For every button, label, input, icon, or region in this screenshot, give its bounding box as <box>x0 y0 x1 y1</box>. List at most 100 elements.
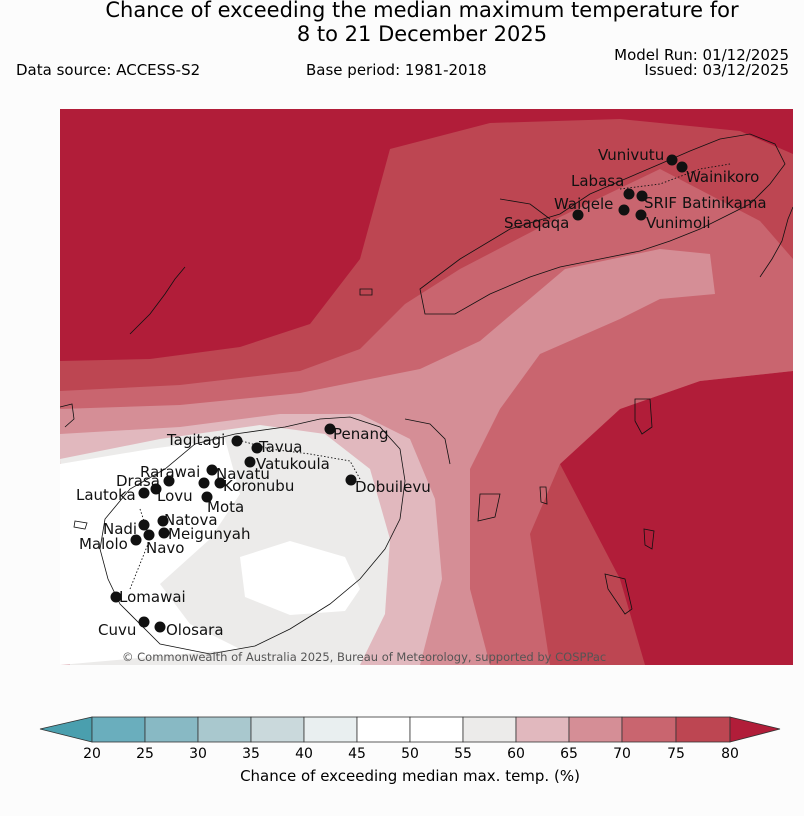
colorbar-segment <box>250 716 305 743</box>
station-marker[interactable] <box>676 161 688 173</box>
colorbar-segment <box>356 716 411 743</box>
tick-label: 55 <box>454 746 472 762</box>
tick-label: 25 <box>136 746 154 762</box>
model-run: Model Run: 01/12/2025 <box>614 46 789 64</box>
islet-centre <box>359 288 373 296</box>
islet-small-1 <box>539 486 548 505</box>
station-marker[interactable] <box>163 475 175 487</box>
station-label: SRIF <box>644 194 677 212</box>
issued-date: Issued: 03/12/2025 <box>644 61 789 79</box>
district-boundaries <box>129 163 731 590</box>
station-label: Nadi <box>103 520 137 538</box>
station-marker[interactable] <box>244 456 256 468</box>
taveuni-coast <box>759 206 793 278</box>
station-marker[interactable] <box>635 209 647 221</box>
station-label: Malolo <box>79 535 128 553</box>
station-marker[interactable] <box>198 477 210 489</box>
station-label: Navo <box>146 539 184 557</box>
colorbar-title: Chance of exceeding median max. temp. (%… <box>240 767 580 785</box>
tick-label: 35 <box>242 746 260 762</box>
station-label: Tavua <box>258 438 302 456</box>
station-marker[interactable] <box>251 442 263 454</box>
colorbar-segment <box>303 716 358 743</box>
station-label: Lovu <box>157 487 193 505</box>
station-label: Labasa <box>571 172 624 190</box>
station-marker[interactable] <box>150 483 162 495</box>
station-marker[interactable] <box>201 491 213 503</box>
colorbar-segment <box>675 716 731 743</box>
islet-south-2 <box>604 573 633 615</box>
colorbar-segment <box>144 716 199 743</box>
colorbar-segment <box>409 716 464 743</box>
coastlines <box>60 133 793 655</box>
colorbar-ticks: 20 25 30 35 40 45 50 55 60 65 70 75 80 <box>83 746 739 762</box>
station-marker[interactable] <box>157 515 169 527</box>
station-label: Drasa <box>116 472 160 490</box>
viti-levu-coast <box>99 416 406 655</box>
station-label: Batinikama <box>682 194 767 212</box>
station-marker[interactable] <box>214 477 226 489</box>
tick-label: 30 <box>189 746 207 762</box>
tick-label: 65 <box>560 746 578 762</box>
station-marker[interactable] <box>666 154 678 166</box>
station-label: Navatu <box>216 465 270 483</box>
band-50-55-centre <box>240 541 360 615</box>
tick-label: 45 <box>348 746 366 762</box>
station-marker[interactable] <box>636 190 648 202</box>
district-boundary-vanua <box>619 163 731 190</box>
station-label: Mota <box>207 498 244 516</box>
station-marker[interactable] <box>623 188 635 200</box>
station-label: Dobuilevu <box>355 478 431 496</box>
station-label: Wainikoro <box>686 168 759 186</box>
station-label: Waiqele <box>554 195 613 213</box>
station-label: Vunimoli <box>646 214 711 232</box>
station-marker[interactable] <box>130 534 142 546</box>
band-above-80-east <box>560 371 793 665</box>
station-label: Meigunyah <box>168 525 250 543</box>
station-marker[interactable] <box>345 474 357 486</box>
station-label: Vunivutu <box>598 146 664 164</box>
data-source: Data source: ACCESS-S2 <box>16 61 201 79</box>
colorbar-segment <box>515 716 570 743</box>
colorbar-legend: 20 25 30 35 40 45 50 55 60 65 70 75 80 C… <box>39 716 781 785</box>
band-above-80-north <box>60 109 793 361</box>
colorbar-segment <box>91 716 146 743</box>
station-label: Olosara <box>166 621 224 639</box>
islet-south-1 <box>477 493 501 522</box>
station-marker[interactable] <box>138 487 150 499</box>
station-marker[interactable] <box>138 616 150 628</box>
colorbar-extend-high <box>729 716 781 743</box>
islet-small-3 <box>73 520 88 530</box>
west-islet-coast <box>60 403 75 428</box>
station-label: Lomawai <box>119 588 186 606</box>
tick-label: 70 <box>613 746 631 762</box>
station-marker[interactable] <box>324 423 336 435</box>
colorbar-segment <box>568 716 623 743</box>
tick-label: 75 <box>667 746 685 762</box>
station-marker[interactable] <box>231 435 243 447</box>
tick-label: 20 <box>83 746 101 762</box>
title-line-2: 8 to 21 December 2025 <box>296 22 548 46</box>
station-label: Koronubu <box>223 477 294 495</box>
station-marker[interactable] <box>572 209 584 221</box>
station-label: Cuvu <box>98 621 136 639</box>
station-label: Vatukoula <box>256 455 330 473</box>
islet-east-1 <box>634 398 653 435</box>
colorbar-segment <box>462 716 517 743</box>
base-period: Base period: 1981-2018 <box>306 61 487 79</box>
station-marker[interactable] <box>618 204 630 216</box>
tick-label: 40 <box>295 746 313 762</box>
colorbar-segment <box>197 716 252 743</box>
title-line-1: Chance of exceeding the median maximum t… <box>105 0 739 22</box>
station-marker[interactable] <box>143 529 155 541</box>
band-50-55-west <box>60 439 240 665</box>
station-label: Lautoka <box>76 486 136 504</box>
station-label: Seaqaqa <box>504 214 569 232</box>
station-marker[interactable] <box>158 527 170 539</box>
station-marker[interactable] <box>138 519 150 531</box>
colorbar-extend-low <box>39 716 93 743</box>
station-marker[interactable] <box>206 464 218 476</box>
station-marker[interactable] <box>110 591 122 603</box>
yasawa-coast <box>129 266 186 335</box>
station-marker[interactable] <box>154 621 166 633</box>
